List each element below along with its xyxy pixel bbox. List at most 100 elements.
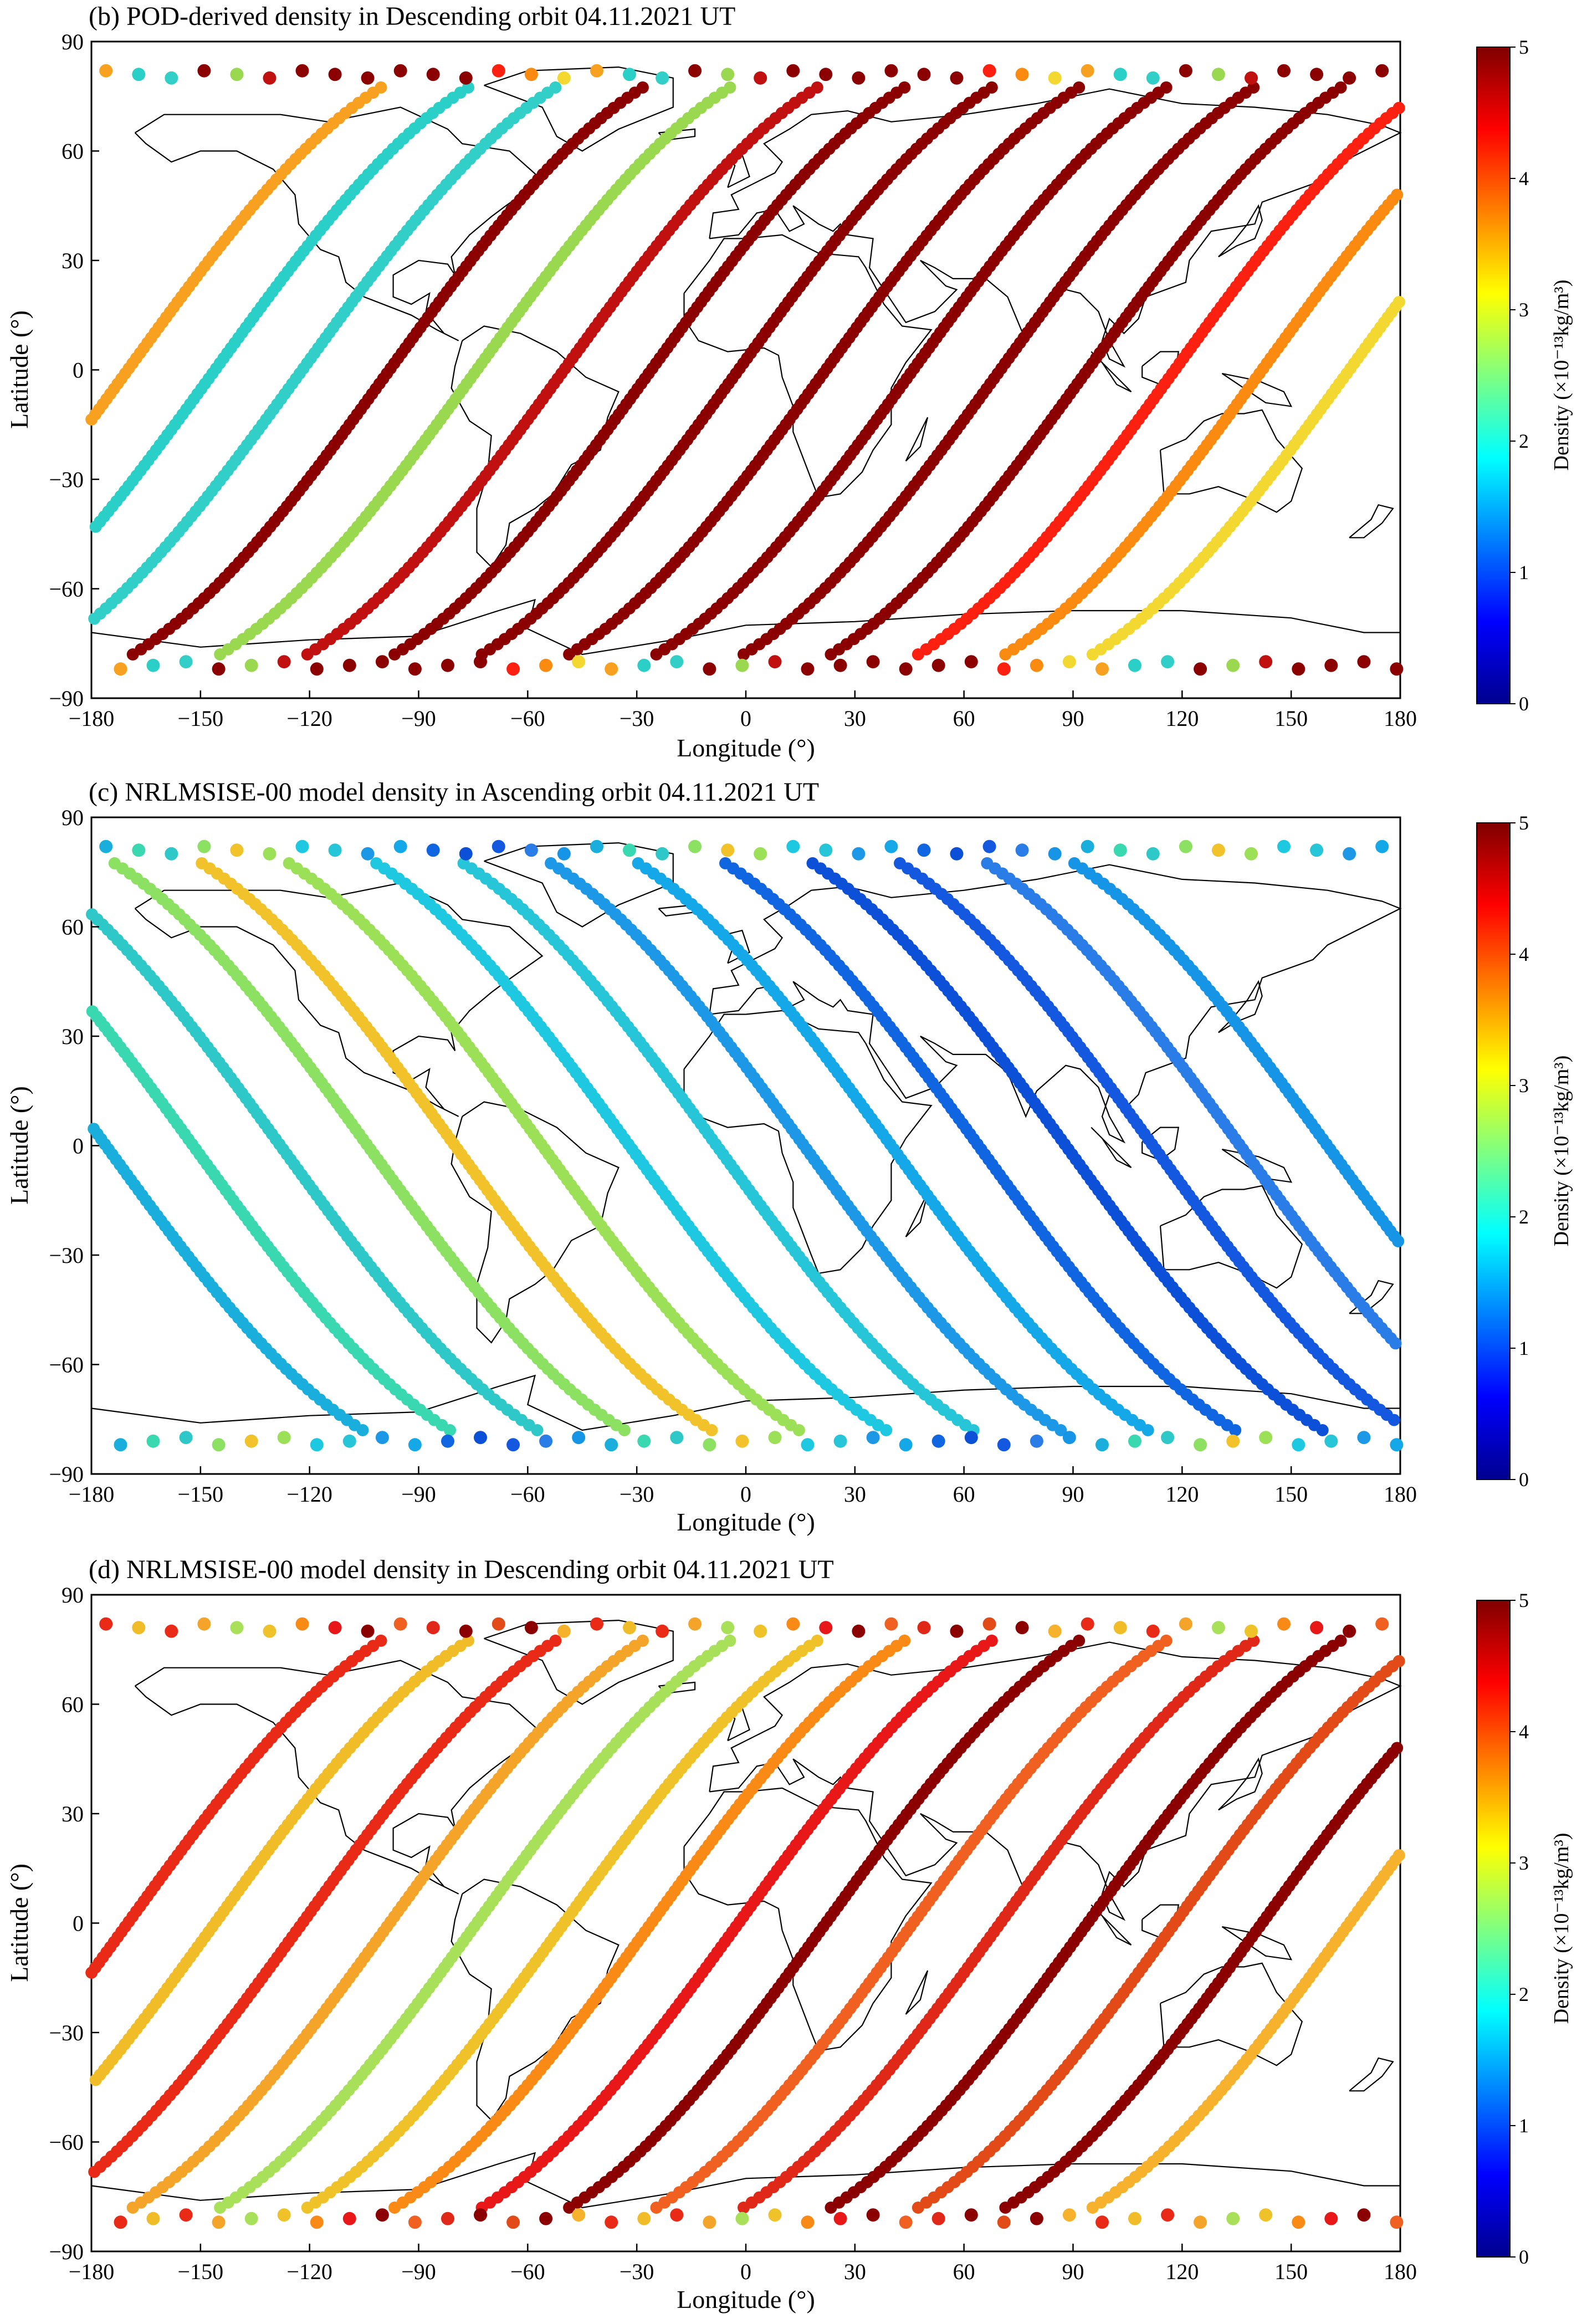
track-point [277, 1431, 291, 1445]
track-point [230, 843, 244, 857]
x-tick-label: −180 [69, 1482, 115, 1507]
coastline [1218, 1757, 1263, 1811]
track-point [524, 843, 538, 857]
track-point [724, 81, 736, 94]
track-point [605, 662, 618, 676]
track-point [1194, 662, 1207, 676]
track-point [735, 2212, 749, 2225]
track-point [950, 847, 964, 861]
track-point [590, 839, 603, 853]
coastline [1159, 409, 1303, 513]
track-point [637, 1434, 651, 1448]
coastline [1221, 1926, 1293, 1960]
track-point [244, 658, 258, 672]
track-point [1357, 655, 1371, 669]
track-point [1334, 1634, 1347, 1647]
track-point [688, 1617, 702, 1631]
track-point [1015, 68, 1029, 81]
track-point [230, 68, 244, 81]
track-point [179, 655, 193, 669]
x-tick-label: 60 [953, 706, 975, 731]
track-point [108, 857, 121, 869]
y-tick-label: 60 [62, 915, 84, 940]
track-point [1390, 1438, 1404, 1452]
track-point [721, 1621, 735, 1635]
coastline [1090, 1127, 1132, 1168]
x-tick-label: 120 [1165, 706, 1199, 731]
track-point [768, 655, 782, 669]
track-point [754, 847, 767, 861]
track-point [295, 1617, 309, 1631]
track-point [819, 1621, 833, 1635]
track-point [283, 857, 295, 869]
plot-frame [90, 816, 1401, 1475]
coastline [905, 417, 929, 462]
track-point [721, 68, 735, 81]
track-point [866, 2208, 880, 2222]
track-point [408, 662, 422, 676]
track-point [786, 839, 800, 853]
coastline [91, 1374, 1400, 1431]
track-point [474, 2208, 487, 2222]
track-point [86, 908, 98, 921]
x-tick-label: −90 [401, 706, 436, 731]
track-point [165, 71, 178, 85]
track-point [1128, 1434, 1141, 1448]
track-point [1292, 1438, 1305, 1452]
track-point [426, 843, 440, 857]
track-point [179, 1431, 193, 1445]
track-point [670, 2208, 684, 2222]
track-point [801, 1438, 815, 1452]
colorbar-tick-label: 3 [1519, 1074, 1529, 1097]
track-point [572, 2208, 586, 2222]
track-point [1391, 1742, 1404, 1754]
track-point [811, 1634, 823, 1647]
track-point [1343, 71, 1356, 85]
coastline [1218, 204, 1263, 258]
track-point [263, 1624, 277, 1638]
y-axis-label: Latitude (°) [5, 1086, 33, 1205]
y-tick-label: −90 [49, 1462, 84, 1487]
track-point [1015, 1621, 1029, 1635]
y-tick-label: −30 [49, 467, 84, 492]
track-point [492, 1617, 505, 1631]
track-point [917, 843, 931, 857]
track-point [539, 2212, 553, 2225]
track-point [806, 857, 819, 869]
track-point [917, 68, 931, 81]
track-point [1310, 68, 1324, 81]
colorbar-tick-label: 4 [1519, 167, 1529, 190]
track-point [786, 1617, 800, 1631]
panel-b: (b) POD-derived density in Descending or… [5, 2, 1573, 762]
track-point [1390, 662, 1404, 676]
track-point [361, 847, 375, 861]
track-point [590, 64, 603, 78]
track-point [1392, 296, 1405, 308]
track-point [572, 1431, 586, 1445]
y-tick-label: −60 [49, 577, 84, 602]
coastline [1349, 2057, 1394, 2092]
track-point [86, 1005, 99, 1018]
colorbar-tick-label: 2 [1519, 430, 1529, 452]
track-point [1160, 81, 1173, 94]
colorbar-tick-label: 5 [1519, 36, 1529, 58]
track-point [441, 2212, 454, 2225]
track-point [1146, 847, 1160, 861]
track-point [361, 71, 375, 85]
x-tick-label: 90 [1062, 1482, 1084, 1507]
track-point [310, 1438, 324, 1452]
track-point [342, 658, 356, 672]
track-point [212, 2215, 226, 2229]
x-tick-label: 120 [1165, 1482, 1199, 1507]
x-tick-label: 0 [740, 706, 751, 731]
track-point [1392, 1655, 1405, 1667]
track-point [99, 64, 113, 78]
track-point [179, 2208, 193, 2222]
track-point [1081, 64, 1094, 78]
track-point [361, 1624, 375, 1638]
track-point [1073, 81, 1086, 94]
track-point [146, 1434, 160, 1448]
track-point [719, 857, 731, 869]
x-tick-label: 150 [1274, 1482, 1308, 1507]
track-point [898, 1634, 911, 1647]
